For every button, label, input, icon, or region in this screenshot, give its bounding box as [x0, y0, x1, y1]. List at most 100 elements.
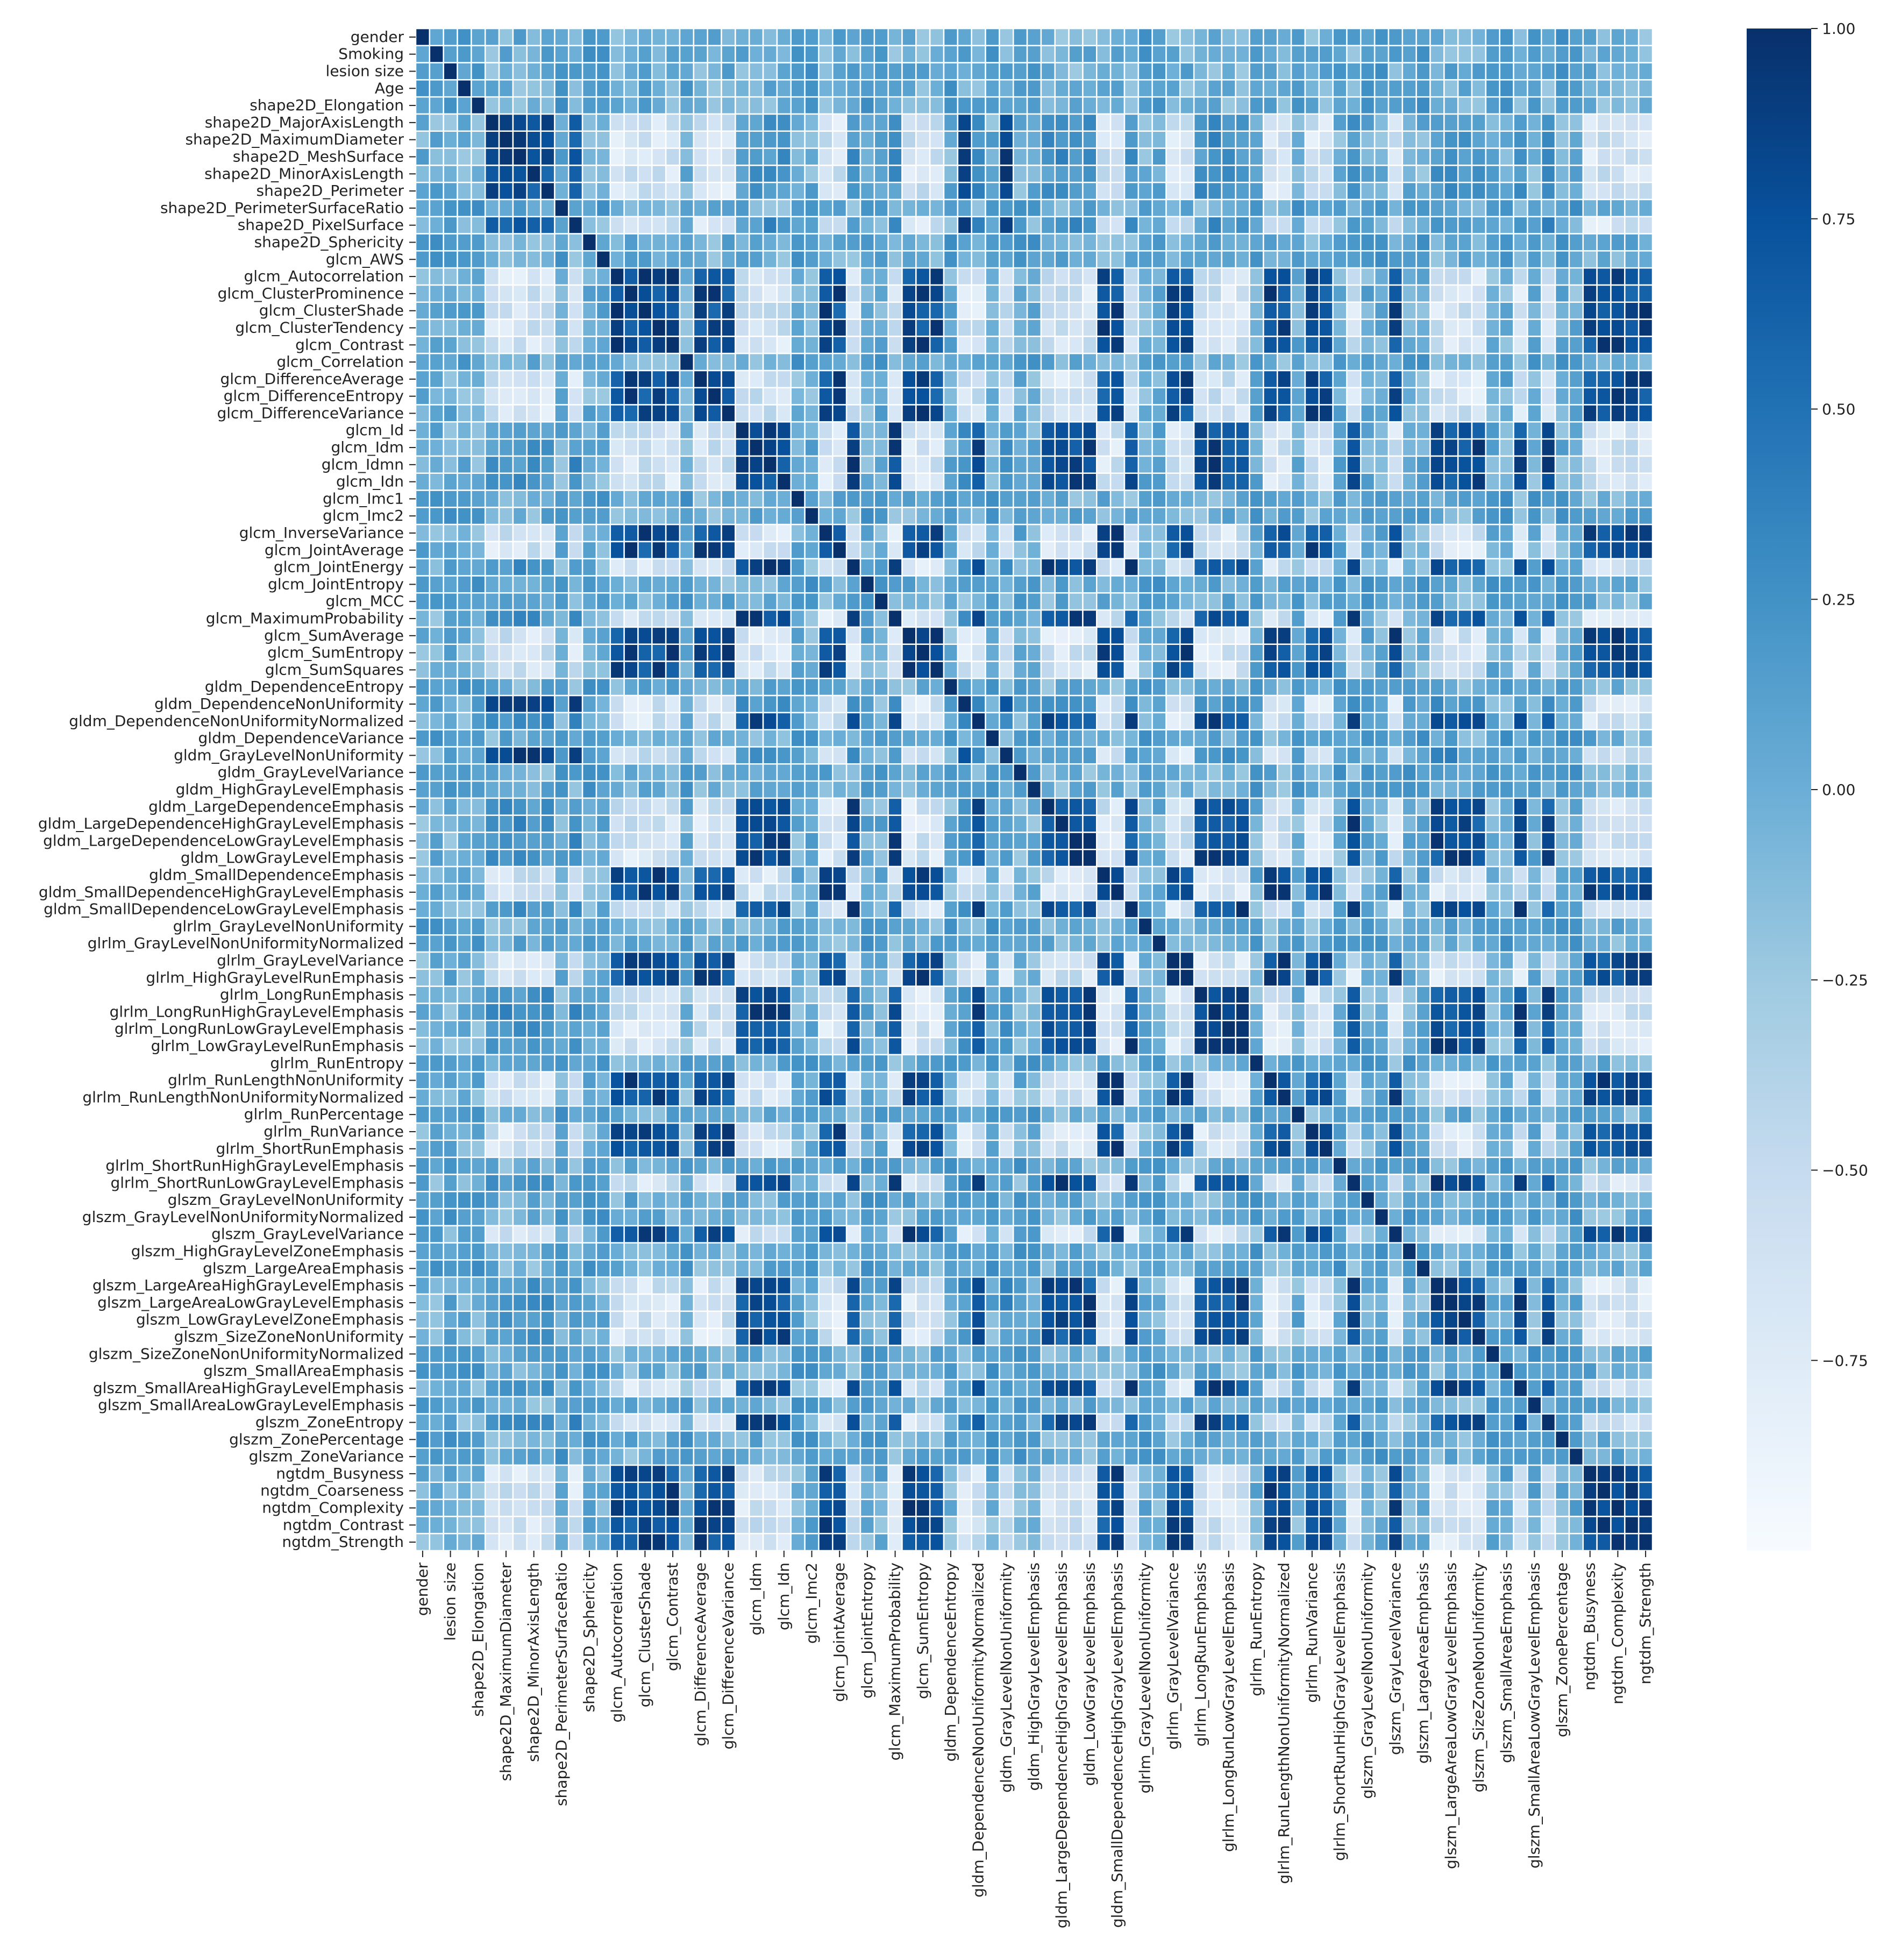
heatmap-cell: [651, 780, 667, 799]
heatmap-cell: [887, 45, 903, 63]
heatmap-cell: [1582, 592, 1598, 611]
heatmap-cell: [1582, 746, 1598, 765]
heatmap-cell: [1568, 216, 1584, 235]
heatmap-cell: [1513, 336, 1528, 354]
heatmap-cell: [693, 558, 708, 577]
heatmap-cell: [651, 472, 667, 491]
heatmap-cell: [776, 336, 792, 354]
heatmap-cell: [999, 968, 1014, 987]
heatmap-cell: [637, 62, 653, 81]
heatmap-cell: [832, 900, 848, 919]
heatmap-cell: [735, 267, 750, 286]
heatmap-cell: [1249, 370, 1264, 389]
heatmap-cell: [623, 181, 639, 201]
heatmap-cell: [1123, 541, 1140, 559]
heatmap-cell: [1624, 729, 1640, 748]
heatmap-cell: [1596, 780, 1612, 799]
heatmap-cell: [429, 370, 444, 389]
heatmap-cell: [985, 250, 1000, 269]
heatmap-cell: [484, 198, 500, 218]
heatmap-cell: [623, 541, 639, 559]
heatmap-cell: [1249, 421, 1264, 440]
heatmap-cell: [1109, 387, 1126, 406]
heatmap-cell: [1499, 780, 1514, 799]
heatmap-cell: [915, 968, 931, 987]
heatmap-cell: [471, 814, 486, 833]
heatmap-cell: [776, 147, 792, 166]
heatmap-cell: [1082, 797, 1098, 816]
heatmap-cell: [721, 934, 736, 953]
heatmap-cell: [415, 96, 431, 115]
heatmap-cell: [971, 883, 986, 901]
heatmap-cell: [1082, 917, 1098, 936]
heatmap-cell: [623, 626, 639, 645]
heatmap-cell: [943, 113, 959, 132]
heatmap-cell: [1513, 661, 1528, 679]
heatmap-cell: [1290, 79, 1306, 98]
heatmap-cell: [457, 934, 472, 953]
heatmap-cell: [484, 900, 500, 919]
heatmap-cell: [748, 79, 764, 98]
heatmap-cell: [735, 780, 750, 799]
heatmap-cell: [957, 900, 972, 919]
heatmap-cell: [776, 934, 792, 953]
heatmap-cell: [1346, 62, 1362, 81]
heatmap-cell: [1415, 181, 1431, 201]
heatmap-cell: [415, 318, 431, 337]
heatmap-cell: [762, 27, 778, 47]
heatmap-cell: [1554, 575, 1570, 594]
heatmap-cell: [1568, 951, 1584, 970]
heatmap-cell: [776, 541, 792, 559]
heatmap-cell: [845, 729, 861, 748]
heatmap-cell: [1443, 558, 1459, 577]
heatmap-cell: [1624, 181, 1640, 201]
heatmap-cell: [1165, 507, 1181, 525]
heatmap-cell: [929, 883, 945, 901]
heatmap-cell: [957, 96, 972, 115]
heatmap-cell: [790, 917, 806, 936]
heatmap-cell: [1610, 233, 1626, 252]
heatmap-cell: [581, 404, 597, 423]
heatmap-cell: [1318, 661, 1334, 679]
heatmap-cell: [1443, 404, 1459, 423]
heatmap-cell: [818, 507, 834, 525]
heatmap-cell: [471, 951, 486, 970]
heatmap-cell: [985, 79, 1000, 98]
heatmap-cell: [1026, 865, 1042, 885]
heatmap-cell: [1040, 421, 1056, 440]
heatmap-cell: [1582, 489, 1598, 508]
heatmap-cell: [1082, 507, 1098, 525]
heatmap-cell: [665, 900, 681, 919]
heatmap-cell: [540, 455, 556, 474]
heatmap-cell: [581, 865, 597, 885]
heatmap-cell: [679, 130, 695, 149]
heatmap-cell: [707, 541, 722, 559]
heatmap-cell: [595, 917, 611, 936]
heatmap-cell: [1249, 165, 1264, 183]
heatmap-cell: [1360, 849, 1376, 868]
heatmap-cell: [748, 318, 764, 337]
heatmap-cell: [1332, 797, 1348, 816]
heatmap-cell: [748, 489, 764, 508]
heatmap-cell: [929, 130, 945, 149]
heatmap-cell: [568, 558, 583, 577]
heatmap-cell: [1165, 900, 1181, 919]
heatmap-cell: [1179, 951, 1195, 970]
heatmap-cell: [693, 678, 708, 697]
heatmap-cell: [721, 643, 736, 662]
heatmap-cell: [1554, 712, 1570, 730]
heatmap-cell: [1193, 592, 1209, 611]
heatmap-cell: [1193, 729, 1209, 748]
heatmap-cell: [748, 917, 764, 936]
heatmap-cell: [1040, 250, 1056, 269]
heatmap-cell: [943, 746, 959, 765]
heatmap-cell: [1054, 79, 1070, 98]
heatmap-cell: [859, 780, 875, 799]
heatmap-cell: [1040, 318, 1056, 337]
heatmap-cell: [443, 558, 458, 577]
heatmap-cell: [609, 832, 625, 850]
heatmap-cell: [581, 233, 597, 252]
heatmap-cell: [665, 917, 681, 936]
heatmap-cell: [1360, 814, 1376, 833]
heatmap-cell: [1290, 352, 1306, 372]
